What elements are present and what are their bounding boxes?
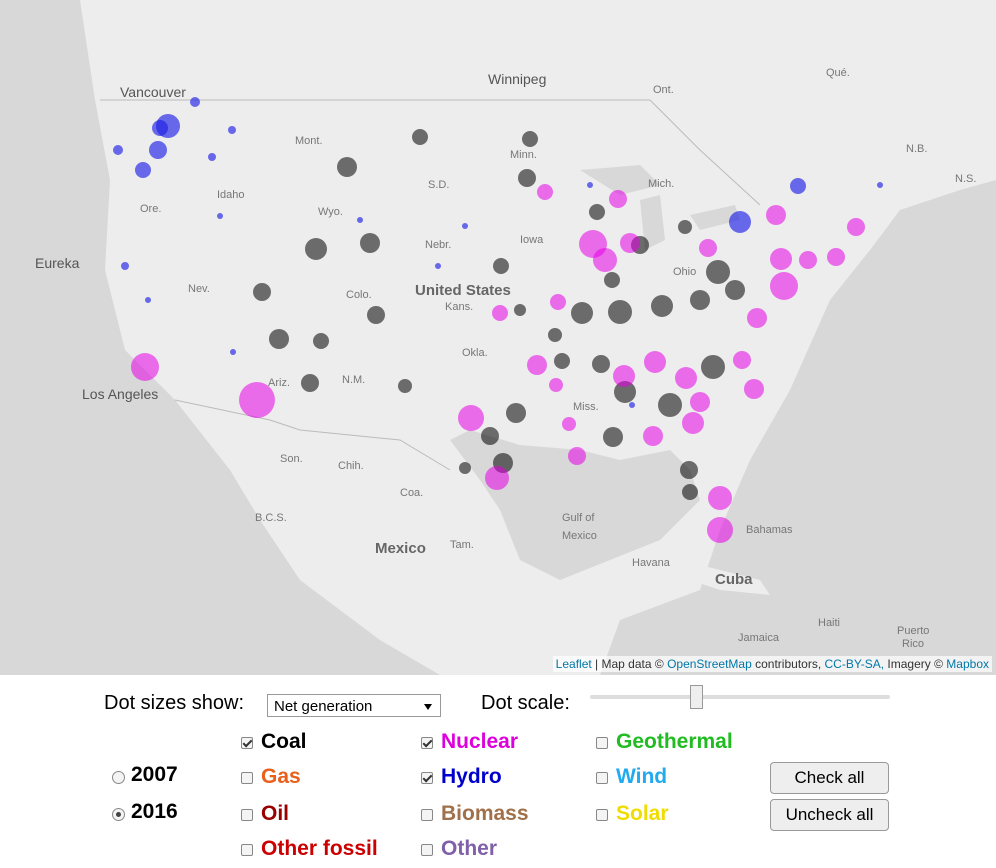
map-label: Puerto — [897, 625, 929, 637]
source-label[interactable]: Coal — [261, 730, 307, 753]
source-label[interactable]: Biomass — [441, 802, 529, 825]
source-label[interactable]: Oil — [261, 802, 290, 825]
map-label: Miss. — [573, 401, 599, 413]
map-label: Nev. — [188, 283, 210, 295]
map-label: Ont. — [653, 84, 674, 96]
source-label[interactable]: Nuclear — [441, 730, 519, 753]
checkbox[interactable] — [596, 809, 608, 821]
checkbox[interactable] — [241, 737, 253, 749]
text: contributors, — [755, 657, 822, 671]
map-label: Mexico — [562, 530, 597, 542]
map-label: United States — [415, 282, 511, 299]
text: | Map data © — [595, 657, 664, 671]
map-label: N.S. — [955, 173, 976, 185]
link[interactable]: Leaflet — [555, 657, 592, 671]
map-label: Eureka — [35, 255, 80, 271]
map-label: N.M. — [342, 374, 365, 386]
map-label: Idaho — [217, 189, 245, 201]
map-label: Ohio — [673, 266, 696, 278]
map-label: Havana — [632, 557, 671, 569]
checkbox[interactable] — [241, 844, 253, 856]
map-label: Chih. — [338, 460, 364, 472]
map-label: Mont. — [295, 135, 323, 147]
source-label[interactable]: Geothermal — [616, 730, 733, 753]
checkbox[interactable] — [421, 772, 433, 784]
checkbox[interactable] — [596, 737, 608, 749]
map-label: Gulf of — [562, 512, 595, 524]
map-label: N.B. — [906, 143, 927, 155]
source-label[interactable]: Hydro — [441, 765, 502, 788]
map-label: Son. — [280, 453, 303, 465]
source-label[interactable]: Solar — [616, 802, 669, 825]
link[interactable]: OpenStreetMap — [667, 657, 752, 671]
checkbox[interactable] — [421, 737, 433, 749]
map-label: Jamaica — [738, 632, 780, 644]
map-label: Coa. — [400, 487, 423, 499]
map-label: Haiti — [818, 617, 840, 629]
link[interactable]: CC-BY-SA, — [824, 657, 885, 671]
source-label[interactable]: Other — [441, 837, 498, 860]
checkbox[interactable] — [421, 809, 433, 821]
map-label: Ariz. — [268, 377, 290, 389]
map-label: Tam. — [450, 539, 474, 551]
size-label: Dot sizes show: — [104, 692, 245, 714]
attribution: Leaflet | Map data © OpenStreetMap contr… — [552, 656, 992, 672]
map[interactable]: Vancouver Winnipeg Eureka Los Angeles United… — [0, 0, 996, 675]
source-label[interactable]: Wind — [616, 765, 668, 788]
map-label: Qué. — [826, 67, 850, 79]
checkbox[interactable] — [241, 809, 253, 821]
link[interactable]: Mapbox — [946, 657, 989, 671]
checkbox[interactable] — [421, 844, 433, 856]
checkbox[interactable] — [596, 772, 608, 784]
text: Imagery © — [887, 657, 943, 671]
map-label: S.D. — [428, 179, 449, 191]
map-label: Los Angeles — [82, 386, 158, 402]
map-label: Ore. — [140, 203, 161, 215]
button[interactable]: Check all — [770, 762, 889, 794]
map-label: Vancouver — [120, 84, 186, 100]
size-select[interactable]: Net generation — [267, 694, 441, 717]
map-label: Colo. — [346, 289, 372, 301]
map-label: Nebr. — [425, 239, 451, 251]
map-label: Mexico — [375, 540, 426, 557]
map-label: Cuba — [715, 571, 753, 588]
slider-thumb[interactable] — [690, 685, 703, 709]
map-label: Bahamas — [746, 524, 793, 536]
year-label[interactable]: 2016 — [131, 800, 178, 823]
map-label: Kans. — [445, 301, 473, 313]
button[interactable]: Uncheck all — [770, 799, 889, 831]
radio[interactable] — [112, 808, 125, 821]
scale-label: Dot scale: — [481, 692, 570, 714]
checkbox[interactable] — [241, 772, 253, 784]
map-label: Minn. — [510, 149, 537, 161]
map-label: Mich. — [648, 178, 674, 190]
map-label: Iowa — [520, 234, 544, 246]
source-label[interactable]: Gas — [261, 765, 301, 788]
map-label: Okla. — [462, 347, 488, 359]
year-label[interactable]: 2007 — [131, 763, 178, 786]
radio[interactable] — [112, 771, 125, 784]
source-label[interactable]: Other fossil — [261, 837, 378, 860]
map-label: Wyo. — [318, 206, 343, 218]
map-label: Winnipeg — [488, 71, 546, 87]
scale-slider[interactable] — [590, 695, 890, 699]
map-label: Rico — [902, 638, 924, 650]
map-label: B.C.S. — [255, 512, 287, 524]
